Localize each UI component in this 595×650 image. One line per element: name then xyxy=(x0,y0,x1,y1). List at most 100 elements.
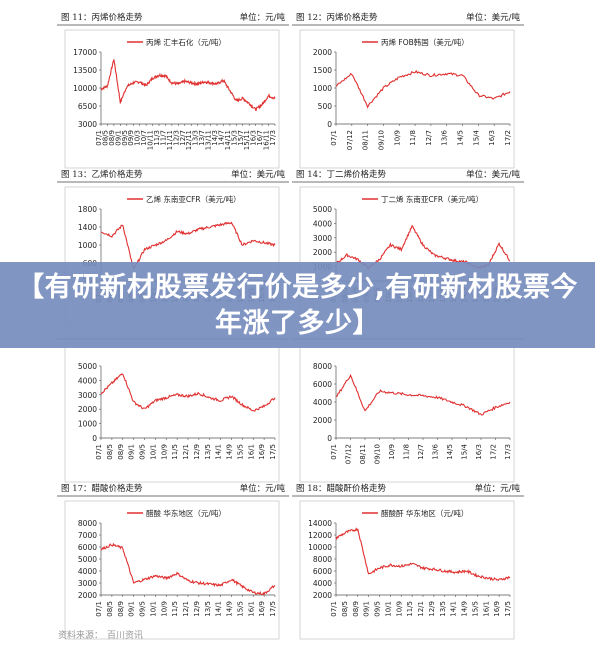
x-tick-label: 12/1 xyxy=(182,601,190,617)
y-tick-label: 1500 xyxy=(313,66,332,75)
chart-frame xyxy=(299,343,515,483)
x-tick-label: 12/1 xyxy=(182,444,190,460)
x-tick-label: 07/1 xyxy=(330,444,338,460)
figure-title: 图 17：醋酸价格走势 xyxy=(61,483,143,494)
x-tick-label: 12/3 xyxy=(172,130,180,146)
x-tick-label: 09/1 xyxy=(114,130,122,146)
x-tick-label: 07/1 xyxy=(330,130,338,146)
x-tick-label: 12/11 xyxy=(185,130,193,150)
chart-figure-1: 图 11：丙烯价格走势 单位：元/吨丙烯 汇丰石化（元/吨） 17000 13500 1… xyxy=(57,12,289,169)
x-tick-label: 16/9 xyxy=(258,601,266,617)
figure-unit: 单位：元/吨 xyxy=(475,483,521,494)
x-tick-label: 07/12 xyxy=(345,444,353,464)
x-tick-label: 15/7 xyxy=(237,130,245,146)
figure-title: 图 13：乙烯价格走势 xyxy=(61,169,143,180)
y-tick-label: 1400 xyxy=(78,223,97,232)
x-tick-label: 13/5 xyxy=(439,601,447,617)
x-tick-label: 11/8 xyxy=(403,444,411,460)
y-tick-label: 1800 xyxy=(78,205,97,214)
x-tick-label: 10/9 xyxy=(388,444,396,460)
legend-label: 醋酸酐 华东地区（元/吨） xyxy=(381,508,468,518)
y-tick-label: 1000 xyxy=(78,241,97,250)
series-line xyxy=(335,69,511,109)
source-value: 百川资讯 xyxy=(107,631,144,641)
x-tick-label: 14/1 xyxy=(215,601,223,617)
y-tick-label: 2000 xyxy=(313,48,332,57)
x-tick-label: 10/1 xyxy=(384,601,392,617)
x-tick-label: 13/6 xyxy=(432,443,440,459)
chart-frame xyxy=(64,343,280,483)
chart-frame xyxy=(64,500,280,640)
x-tick-label: 08/5 xyxy=(101,130,109,146)
x-tick-label: 12/1 xyxy=(417,601,425,617)
chart-figure-7: 图 17：醋酸价格走势 单位：元/吨醋酸 华东地区（元/吨） 8000 7000 600… xyxy=(57,483,289,640)
x-tick-label: 14/9 xyxy=(226,444,234,460)
x-tick-label: 14/5 xyxy=(446,444,454,460)
x-tick-label: 08/9 xyxy=(117,601,125,617)
x-tick-label: 07/12 xyxy=(346,130,354,150)
x-tick-label: 10/7 xyxy=(140,130,148,146)
legend-label: 丙烯 FOB韩国（美元/吨） xyxy=(381,37,469,47)
y-tick-label: 0 xyxy=(327,434,332,443)
x-tick-label: 17/5 xyxy=(269,444,277,460)
x-tick-label: 09/9 xyxy=(127,130,135,146)
y-tick-label: 0 xyxy=(92,434,97,443)
x-tick-label: 12/7 xyxy=(179,130,187,146)
x-tick-label: 13/5 xyxy=(204,601,212,617)
x-tick-label: 10/3 xyxy=(134,130,142,146)
x-tick-label: 15/3 xyxy=(230,130,238,146)
x-tick-label: 09/1 xyxy=(128,444,136,460)
chart-figure-5: 5000 4000 3000 2000 1000 007/1 08/5 08/9 09/1 09/… xyxy=(57,338,289,483)
x-tick-label: 14/11 xyxy=(224,130,232,150)
y-tick-label: 12000 xyxy=(308,531,332,540)
x-tick-label: 11/3 xyxy=(153,130,161,146)
y-tick-label: 2000 xyxy=(313,248,332,257)
x-tick-label: 09/1 xyxy=(363,601,371,617)
x-tick-label: 11/5 xyxy=(171,444,179,460)
x-tick-label: 08/5 xyxy=(106,601,114,617)
x-tick-label: 15/5 xyxy=(236,601,244,617)
figure-unit: 单位：元/吨 xyxy=(240,12,286,23)
y-tick-label: 8000 xyxy=(78,519,97,528)
y-tick-label: 4000 xyxy=(313,398,332,407)
x-tick-label: 16/3 xyxy=(488,130,496,146)
y-tick-label: 5000 xyxy=(313,205,332,214)
title-banner xyxy=(0,262,595,348)
x-tick-label: 14/9 xyxy=(461,601,469,617)
x-tick-label: 14/1 xyxy=(450,601,458,617)
y-tick-label: 6500 xyxy=(78,102,97,111)
x-tick-label: 09/1 xyxy=(128,601,136,617)
figure-title: 图 14：丁二烯价格走势 xyxy=(296,169,387,180)
x-tick-label: 16/11 xyxy=(263,130,271,150)
x-tick-label: 14/7 xyxy=(217,130,225,146)
x-tick-label: 07/1 xyxy=(95,601,103,617)
y-tick-label: 4000 xyxy=(78,376,97,385)
x-tick-label: 09/10 xyxy=(377,130,385,150)
legend-label: 醋酸 华东地区（元/吨） xyxy=(146,508,226,518)
x-tick-label: 17/5 xyxy=(504,601,512,617)
series-line xyxy=(336,373,511,416)
x-tick-label: 16/9 xyxy=(258,444,266,460)
series-line xyxy=(100,373,276,412)
y-tick-label: 14000 xyxy=(308,519,332,528)
y-tick-label: 1000 xyxy=(313,84,332,93)
x-tick-label: 16/1 xyxy=(482,601,490,617)
y-tick-label: 3000 xyxy=(78,579,97,588)
chart-figure-6: 8000 6000 4000 2000 007/1 07/12 08/11 09/10 10/9… xyxy=(292,338,524,483)
x-tick-label: 10/1 xyxy=(149,601,157,617)
x-tick-label: 14/1 xyxy=(215,444,223,460)
x-tick-label: 10/9 xyxy=(395,601,403,617)
y-tick-label: 0 xyxy=(327,120,332,129)
legend-label: 丁二烯 东南亚CFR（美元/吨） xyxy=(381,194,483,204)
x-tick-label: 09/10 xyxy=(374,444,382,464)
x-tick-label: 10/11 xyxy=(147,130,155,150)
y-tick-label: 4000 xyxy=(313,579,332,588)
y-tick-label: 8000 xyxy=(313,555,332,564)
x-tick-label: 17/3 xyxy=(504,444,512,460)
x-tick-label: 07/1 xyxy=(95,130,103,146)
x-tick-label: 08/9 xyxy=(352,601,360,617)
figure-title: 图 11：丙烯价格走势 xyxy=(61,12,143,23)
x-tick-label: 13/6 xyxy=(441,129,449,145)
